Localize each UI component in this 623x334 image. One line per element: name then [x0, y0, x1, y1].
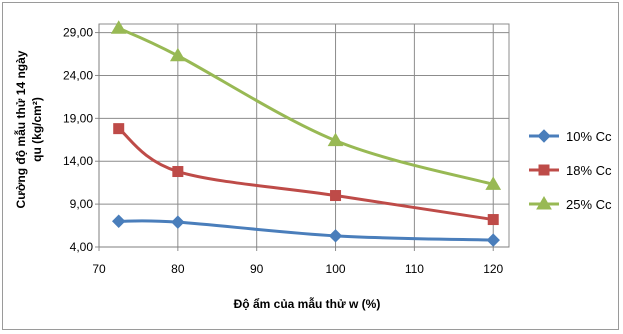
y-tick-label: 9,00 [70, 197, 94, 211]
y-tick-label: 4,00 [70, 240, 94, 254]
data-point-18-cc [113, 123, 125, 135]
data-point-18-cc [330, 190, 342, 202]
data-point-25-cc [169, 47, 186, 62]
y-tick-labels: 4,00 9,00 14,00 19,00 24,00 29,00 [63, 26, 93, 254]
data-point-10-cc [112, 214, 126, 228]
data-point-18-cc [487, 214, 499, 226]
legend: 10% Cc 18% Cc 25% Cc [529, 129, 612, 212]
data-point-25-cc [110, 20, 127, 34]
grid-lines [98, 23, 510, 248]
series-18-cc [113, 123, 499, 226]
x-axis-label: Độ ẩm của mẫu thử w (%) [234, 296, 381, 311]
data-point-10-cc [328, 229, 343, 243]
line-chart: 70 80 90 100 110 120 4,00 9,00 14,00 19,00 24,00 2… [13, 20, 612, 311]
x-tick-label: 80 [171, 262, 185, 276]
data-point-10-cc [486, 233, 500, 247]
series-10-cc [112, 214, 500, 247]
x-tick-labels: 70 80 90 100 110 120 [92, 262, 503, 276]
y-axis-label: Cường độ mẫu thử 14 ngày qu (kg/cm²) [13, 50, 44, 208]
legend-item-25-cc: 25% Cc [529, 196, 612, 212]
axes [95, 24, 509, 251]
series-line-10-cc [118, 219, 494, 242]
legend-item-10-cc: 10% Cc [529, 129, 612, 144]
legend-label-10-cc: 10% Cc [566, 129, 612, 144]
x-tick-label: 90 [250, 262, 264, 276]
data-point-25-cc [485, 176, 502, 190]
y-axis-label-line1: Cường độ mẫu thử 14 ngày [13, 50, 28, 208]
y-axis-label-line2: qu (kg/cm²) [30, 97, 44, 162]
data-point-18-cc [172, 166, 184, 178]
legend-label-18-cc: 18% Cc [566, 163, 612, 178]
y-tick-label: 24,00 [63, 68, 93, 82]
y-tick-label: 14,00 [63, 154, 93, 168]
x-tick-label: 120 [483, 262, 503, 276]
x-tick-label: 70 [92, 262, 106, 276]
x-tick-label: 100 [326, 262, 346, 276]
legend-marker-10-cc [537, 129, 551, 143]
series-25-cc [110, 20, 502, 190]
legend-item-18-cc: 18% Cc [529, 163, 612, 178]
legend-marker-25-cc [536, 196, 552, 210]
legend-label-25-cc: 25% Cc [566, 197, 612, 212]
series-line-25-cc [118, 26, 494, 186]
y-tick-label: 29,00 [63, 26, 93, 40]
plot-area [98, 23, 510, 248]
legend-marker-18-cc [538, 164, 550, 176]
data-point-25-cc [327, 132, 344, 147]
y-tick-label: 19,00 [63, 111, 93, 125]
x-tick-label: 110 [405, 262, 424, 276]
data-point-10-cc [171, 215, 185, 229]
series-group [110, 20, 502, 247]
series-line-18-cc [117, 127, 494, 222]
chart-frame: 70 80 90 100 110 120 4,00 9,00 14,00 19,00 24,00 2… [2, 2, 619, 330]
